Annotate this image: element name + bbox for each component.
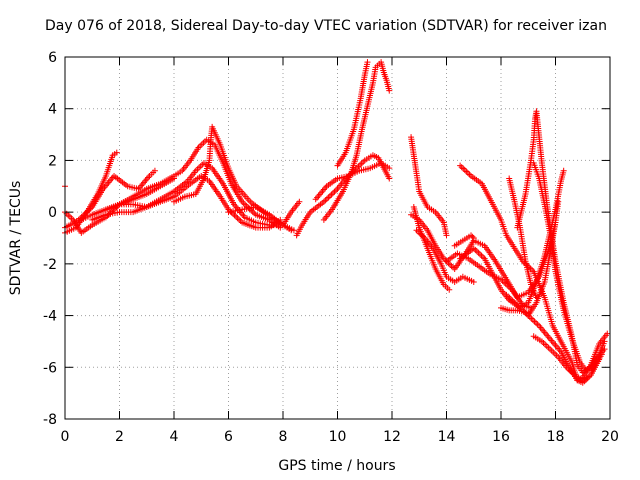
y-tick-label: 6 — [48, 50, 57, 66]
series-arc-10 — [312, 160, 393, 203]
x-tick-label: 6 — [224, 429, 233, 445]
x-tick-label: 12 — [383, 429, 401, 445]
data-point-marker — [470, 278, 477, 285]
axis-ticks: 0 2 4 6 8 10 12 14 16 18 20 -8 -6 -4 -2 0 2 4 6 — [43, 50, 619, 445]
series-arc-19 — [451, 232, 477, 249]
data-point-marker — [296, 198, 303, 205]
x-axis-title: GPS time / hours — [278, 458, 395, 474]
data-point-marker — [560, 167, 567, 174]
data-point-marker — [113, 149, 120, 156]
y-tick-label: 2 — [48, 153, 57, 169]
data-point-marker — [386, 87, 393, 94]
data-point-marker — [470, 235, 477, 241]
data-point-marker — [555, 198, 562, 205]
data-point-marker — [443, 232, 450, 239]
x-tick-label: 16 — [492, 429, 510, 445]
data-point-marker — [364, 59, 371, 66]
data-point-marker — [598, 351, 605, 358]
y-tick-label: -2 — [43, 257, 57, 273]
x-tick-label: 0 — [61, 429, 70, 445]
x-tick-label: 4 — [170, 429, 179, 445]
data-marks — [62, 59, 611, 386]
data-point-marker — [601, 346, 608, 353]
data-point-marker — [288, 227, 295, 234]
data-point-marker — [151, 167, 158, 174]
series-arc-13 — [408, 134, 450, 239]
series-arc-8 — [225, 203, 295, 234]
x-tick-label: 18 — [547, 429, 565, 445]
x-tick-label: 20 — [601, 429, 619, 445]
x-tick-label: 10 — [329, 429, 347, 445]
data-point-marker — [469, 233, 476, 240]
y-tick-label: 4 — [48, 102, 57, 118]
y-tick-label: -8 — [43, 412, 57, 428]
chart-title: Day 076 of 2018, Sidereal Day-to-day VTE… — [45, 18, 607, 34]
data-point-marker — [386, 175, 393, 182]
data-point-marker — [446, 286, 453, 293]
y-tick-label: -6 — [43, 360, 57, 376]
series-arc-27 — [530, 160, 605, 373]
y-tick-label: -4 — [43, 309, 57, 325]
series-arc-11 — [320, 59, 393, 223]
data-point-marker — [277, 224, 284, 231]
data-point-marker — [386, 165, 393, 172]
x-tick-label: 8 — [279, 429, 288, 445]
y-tick-label: 0 — [48, 205, 57, 221]
data-point-marker — [468, 232, 475, 239]
series-arc-3 — [62, 175, 177, 236]
data-point-marker — [604, 330, 611, 337]
series-arc-12 — [334, 59, 371, 169]
x-tick-label: 2 — [115, 429, 124, 445]
y-axis-title: SDTVAR / TECUs — [8, 181, 24, 296]
x-tick-label: 14 — [438, 429, 456, 445]
series-arc-15 — [413, 227, 477, 285]
